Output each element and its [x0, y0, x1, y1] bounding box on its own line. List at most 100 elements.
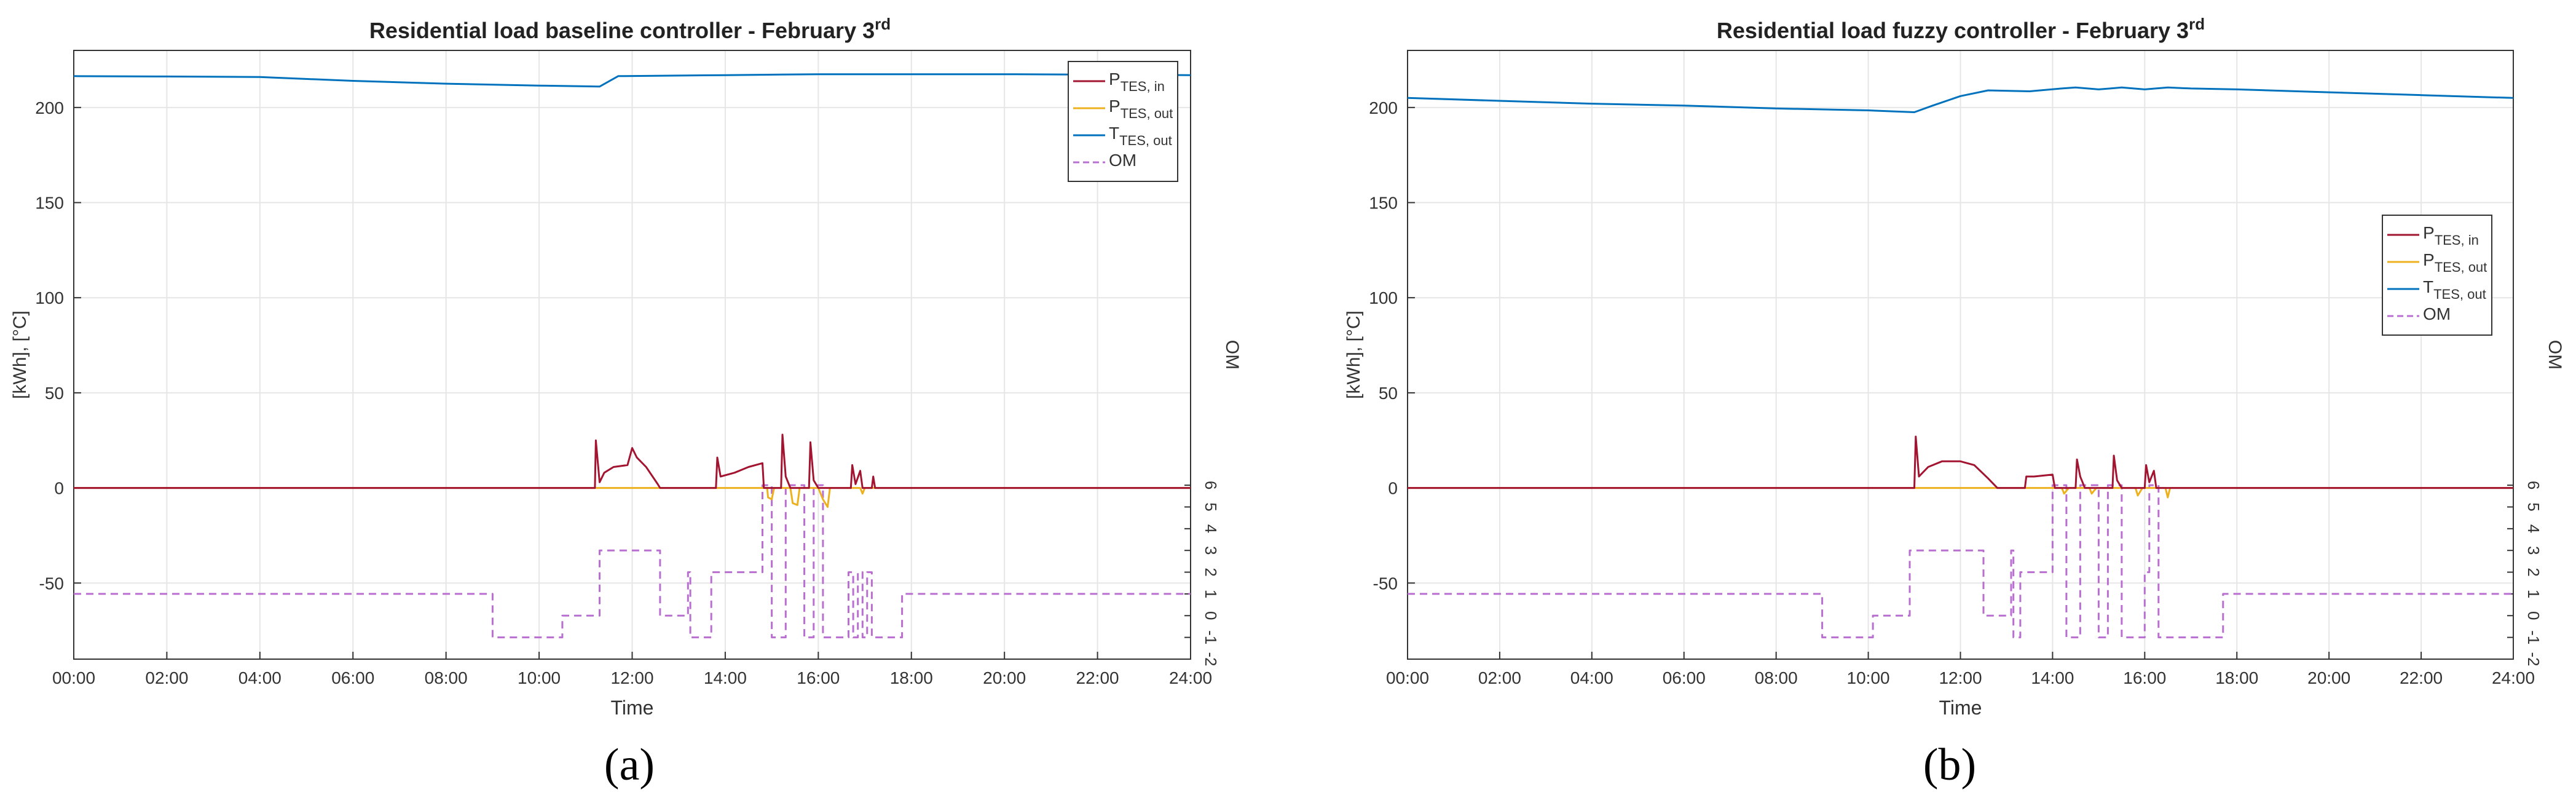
x-tick-label: 06:00 [331, 668, 374, 687]
x-axis-label: Time [1939, 697, 1982, 719]
legend-label-subscript: TES, out [2433, 287, 2486, 302]
y2-tick-label: 2 [1202, 568, 1220, 576]
y2-tick-label: 3 [2524, 546, 2543, 555]
y-tick-label: 200 [1369, 98, 1398, 117]
legend-label: TTES, out [2423, 277, 2486, 302]
chart-title-main: Residential load fuzzy controller - Febr… [1717, 18, 2189, 43]
x-axis-label: Time [611, 697, 654, 719]
series-line-om [1408, 484, 2513, 639]
y-tick-label: 100 [1369, 288, 1398, 307]
y-axis-label: [kWh], [°C] [1344, 311, 1364, 399]
legend-label: OM [1109, 151, 1136, 170]
panel-b: 00:00 02:00 04:00 06:00 08:00 10:00 12:00 14:00… [1344, 15, 2565, 719]
panel-caption-a: (a) [604, 740, 655, 790]
panel-a: 00:00 02:00 04:00 06:00 08:00 10:00 12:00 14:00… [10, 15, 1242, 719]
y2-tick-label: 3 [1202, 546, 1220, 555]
y2-tick-label: 1 [2524, 590, 2543, 598]
y2-tick-label: 4 [1202, 524, 1220, 533]
y2-tick-label: -2 [2524, 652, 2543, 666]
panel-caption-b: (b) [1923, 740, 1976, 790]
x-tick-label: 14:00 [2031, 668, 2074, 687]
legend-label-subscript: TES, out [2435, 259, 2487, 275]
y2-tick-label: -1 [1202, 630, 1220, 644]
x-tick-label: 18:00 [890, 668, 933, 687]
legend-label: PTES, in [2423, 223, 2479, 248]
y-tick-label: 0 [54, 479, 64, 498]
x-tick-label: 24:00 [2492, 668, 2535, 687]
x-tick-label: 08:00 [1755, 668, 1798, 687]
x-tick-label: 08:00 [425, 668, 468, 687]
y2-tick-label: 5 [1202, 502, 1220, 511]
chart-title: Residential load baseline controller - F… [369, 15, 891, 43]
series-line-p-in [74, 433, 1191, 489]
y2-tick-label: -1 [2524, 630, 2543, 644]
y2-axis-label: OM [1222, 340, 1242, 370]
x-tick-label: 00:00 [1386, 668, 1429, 687]
x-tick-label: 02:00 [145, 668, 188, 687]
x-tick-label: 24:00 [1169, 668, 1212, 687]
legend-label-main: OM [2423, 304, 2451, 323]
y2-tick-label: 1 [1202, 590, 1220, 598]
x-tick-label: 12:00 [610, 668, 653, 687]
y-tick-label: 100 [35, 288, 64, 307]
legend-label-subscript: TES, out [1121, 106, 1173, 121]
y2-tick-label: 5 [2524, 502, 2543, 511]
y2-tick-label: -2 [1202, 652, 1220, 666]
y2-tick-label: 4 [2524, 524, 2543, 533]
chart-title-main: Residential load baseline controller - F… [369, 18, 875, 43]
x-tick-label: 10:00 [518, 668, 561, 687]
y-tick-label: 50 [1379, 384, 1398, 403]
x-tick-label: 06:00 [1663, 668, 1706, 687]
series-line-t-out [74, 73, 1191, 88]
x-tick-label: 16:00 [797, 668, 840, 687]
y-tick-label: 150 [35, 194, 64, 213]
y2-axis-label: OM [2545, 340, 2565, 370]
x-tick-label: 22:00 [2400, 668, 2443, 687]
series-line-p-in [1408, 435, 2513, 489]
y-tick-label: 0 [1388, 479, 1398, 498]
y-tick-label: 50 [45, 384, 64, 403]
x-tick-label: 00:00 [52, 668, 95, 687]
y-tick-label: -50 [39, 574, 64, 593]
x-tick-label: 04:00 [238, 668, 282, 687]
y2-tick-label: 6 [2524, 481, 2543, 489]
chart-title-superscript: rd [875, 15, 891, 33]
x-tick-label: 22:00 [1076, 668, 1119, 687]
chart-title: Residential load fuzzy controller - Febr… [1717, 15, 2205, 43]
x-tick-label: 02:00 [1478, 668, 1521, 687]
y-tick-label: -50 [1373, 574, 1398, 593]
legend-label: PTES, out [1109, 97, 1173, 121]
legend-label-main: T [2423, 277, 2433, 296]
y-tick-label: 200 [35, 98, 64, 117]
legend-label: PTES, out [2423, 250, 2487, 275]
x-tick-label: 14:00 [704, 668, 747, 687]
legend-label-subscript: TES, in [1121, 79, 1165, 94]
legend-label: TTES, out [1109, 124, 1172, 148]
chart-title-superscript: rd [2189, 15, 2205, 33]
y-axis-label: [kWh], [°C] [10, 311, 30, 399]
x-tick-label: 10:00 [1847, 668, 1890, 687]
x-tick-label: 20:00 [983, 668, 1026, 687]
legend-label-subscript: TES, in [2435, 232, 2479, 248]
x-tick-label: 12:00 [1939, 668, 1982, 687]
series-line-p-out [1408, 487, 2513, 499]
x-tick-label: 20:00 [2307, 668, 2350, 687]
y2-tick-label: 0 [1202, 611, 1220, 620]
series-line-t-out [1408, 86, 2513, 113]
legend-label-main: P [1109, 97, 1121, 116]
y2-tick-label: 0 [2524, 611, 2543, 620]
legend-label-main: P [2423, 250, 2435, 269]
x-tick-label: 16:00 [2123, 668, 2166, 687]
legend-label: OM [2423, 304, 2451, 323]
y2-tick-label: 6 [1202, 481, 1220, 489]
legend-label-main: T [1109, 124, 1119, 143]
legend-label: PTES, in [1109, 69, 1165, 94]
legend-label-main: P [2423, 223, 2435, 242]
legend-label-subscript: TES, out [1119, 133, 1172, 148]
x-tick-label: 04:00 [1570, 668, 1613, 687]
y-tick-label: 150 [1369, 194, 1398, 213]
